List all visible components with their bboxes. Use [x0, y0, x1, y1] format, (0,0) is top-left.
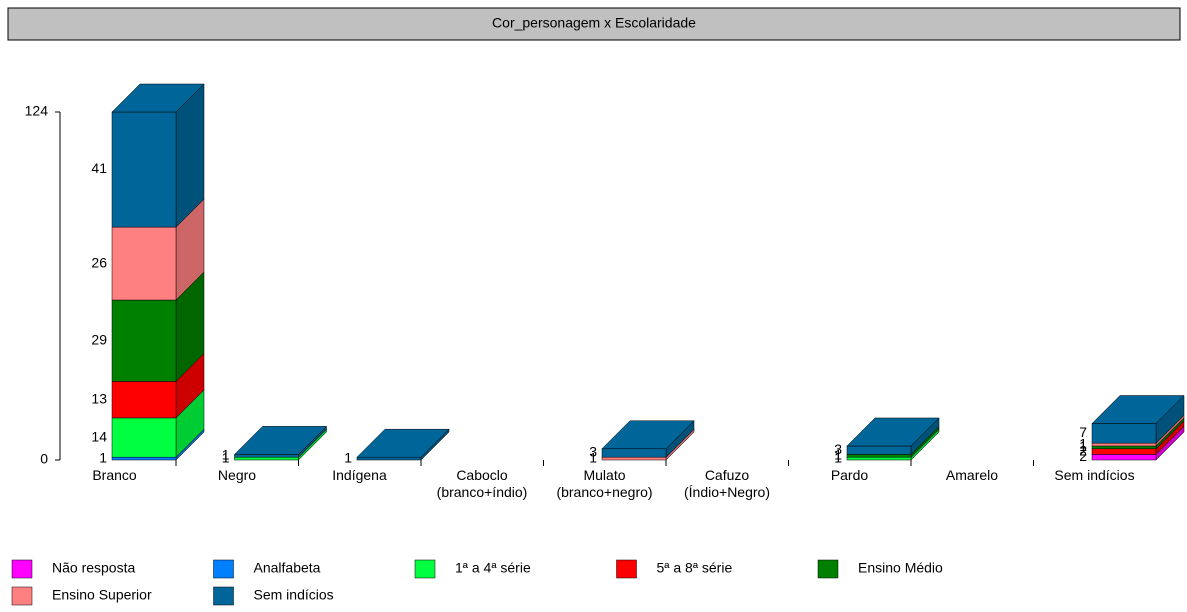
legend-swatch — [213, 586, 234, 606]
x-tick-label: Mulato (branco+negro) — [556, 467, 653, 500]
data-label: 1 — [834, 449, 842, 465]
bar — [846, 454, 912, 458]
bar — [234, 454, 299, 458]
data-label: 1 — [222, 449, 230, 465]
data-label: 29 — [91, 331, 107, 347]
x-tick-label: Sem indícios — [1054, 467, 1135, 483]
data-label: 1 — [834, 446, 842, 462]
legend-swatch — [616, 559, 637, 579]
x-tick-label: Amarelo — [945, 467, 999, 483]
data-label: 1 — [344, 449, 352, 465]
data-label: 7 — [1079, 424, 1087, 440]
chart-title: Cor_personagem x Escolaridade — [492, 15, 696, 31]
legend-swatch — [11, 586, 33, 606]
data-label: 1 — [589, 449, 597, 465]
data-label: 3 — [589, 444, 597, 460]
bar — [1091, 423, 1157, 444]
y-tick-label: 0 — [40, 451, 48, 467]
bar — [1091, 454, 1157, 461]
bar — [1091, 442, 1157, 447]
data-label: 1 — [222, 446, 230, 462]
bar — [601, 448, 667, 458]
data-label: 1 — [1079, 438, 1087, 454]
data-label: 3 — [834, 441, 842, 457]
data-label: 2 — [1079, 442, 1087, 458]
legend-swatch — [414, 559, 436, 579]
legend-label: Analfabeta — [254, 560, 321, 576]
data-label: 1 — [1079, 435, 1087, 451]
x-tick-label: Branco — [92, 467, 137, 483]
bar-top — [1091, 395, 1185, 424]
legend-label: Ensino Superior — [52, 587, 152, 603]
x-tick-label: Negro — [217, 467, 257, 483]
data-label: 26 — [91, 254, 107, 270]
bar — [234, 456, 299, 461]
bar-top — [846, 417, 940, 447]
data-label: 41 — [91, 160, 107, 176]
legend-label: Ensino Médio — [858, 560, 943, 576]
legend-label: Sem indícios — [254, 587, 334, 603]
bar — [846, 456, 912, 461]
legend-label: 1ª a 4ª série — [455, 560, 531, 576]
bar — [1091, 448, 1157, 455]
data-label: 14 — [91, 428, 107, 444]
bar-top — [233, 426, 328, 455]
x-tick-label: Caboclo (branco+índio) — [436, 467, 528, 500]
bar — [111, 111, 177, 228]
bar — [111, 299, 177, 382]
data-label: 1 — [99, 449, 107, 465]
bar — [1091, 445, 1157, 450]
bar — [356, 456, 422, 461]
legend-label: 5ª a 8ª série — [657, 560, 733, 576]
legend-label: Não resposta — [52, 560, 135, 576]
y-tick-label: 124 — [25, 103, 49, 119]
bar — [111, 226, 177, 301]
bar — [601, 456, 667, 461]
legend-swatch — [817, 559, 839, 579]
bar-top — [356, 428, 450, 458]
data-label: 13 — [91, 390, 107, 406]
x-tick-label: Pardo — [830, 467, 869, 483]
data-label: 2 — [1079, 448, 1087, 464]
bar — [846, 445, 912, 455]
x-tick-label: Indígena — [332, 467, 387, 483]
legend-swatch — [11, 559, 33, 579]
bar — [111, 456, 177, 461]
bar-top — [601, 420, 695, 450]
title-bar — [7, 7, 1181, 41]
x-tick-label: Cafuzo (Índio+Negro) — [684, 467, 770, 500]
legend-swatch — [213, 559, 234, 579]
bar — [111, 381, 177, 419]
bar — [111, 417, 177, 458]
bar-top — [111, 83, 205, 113]
